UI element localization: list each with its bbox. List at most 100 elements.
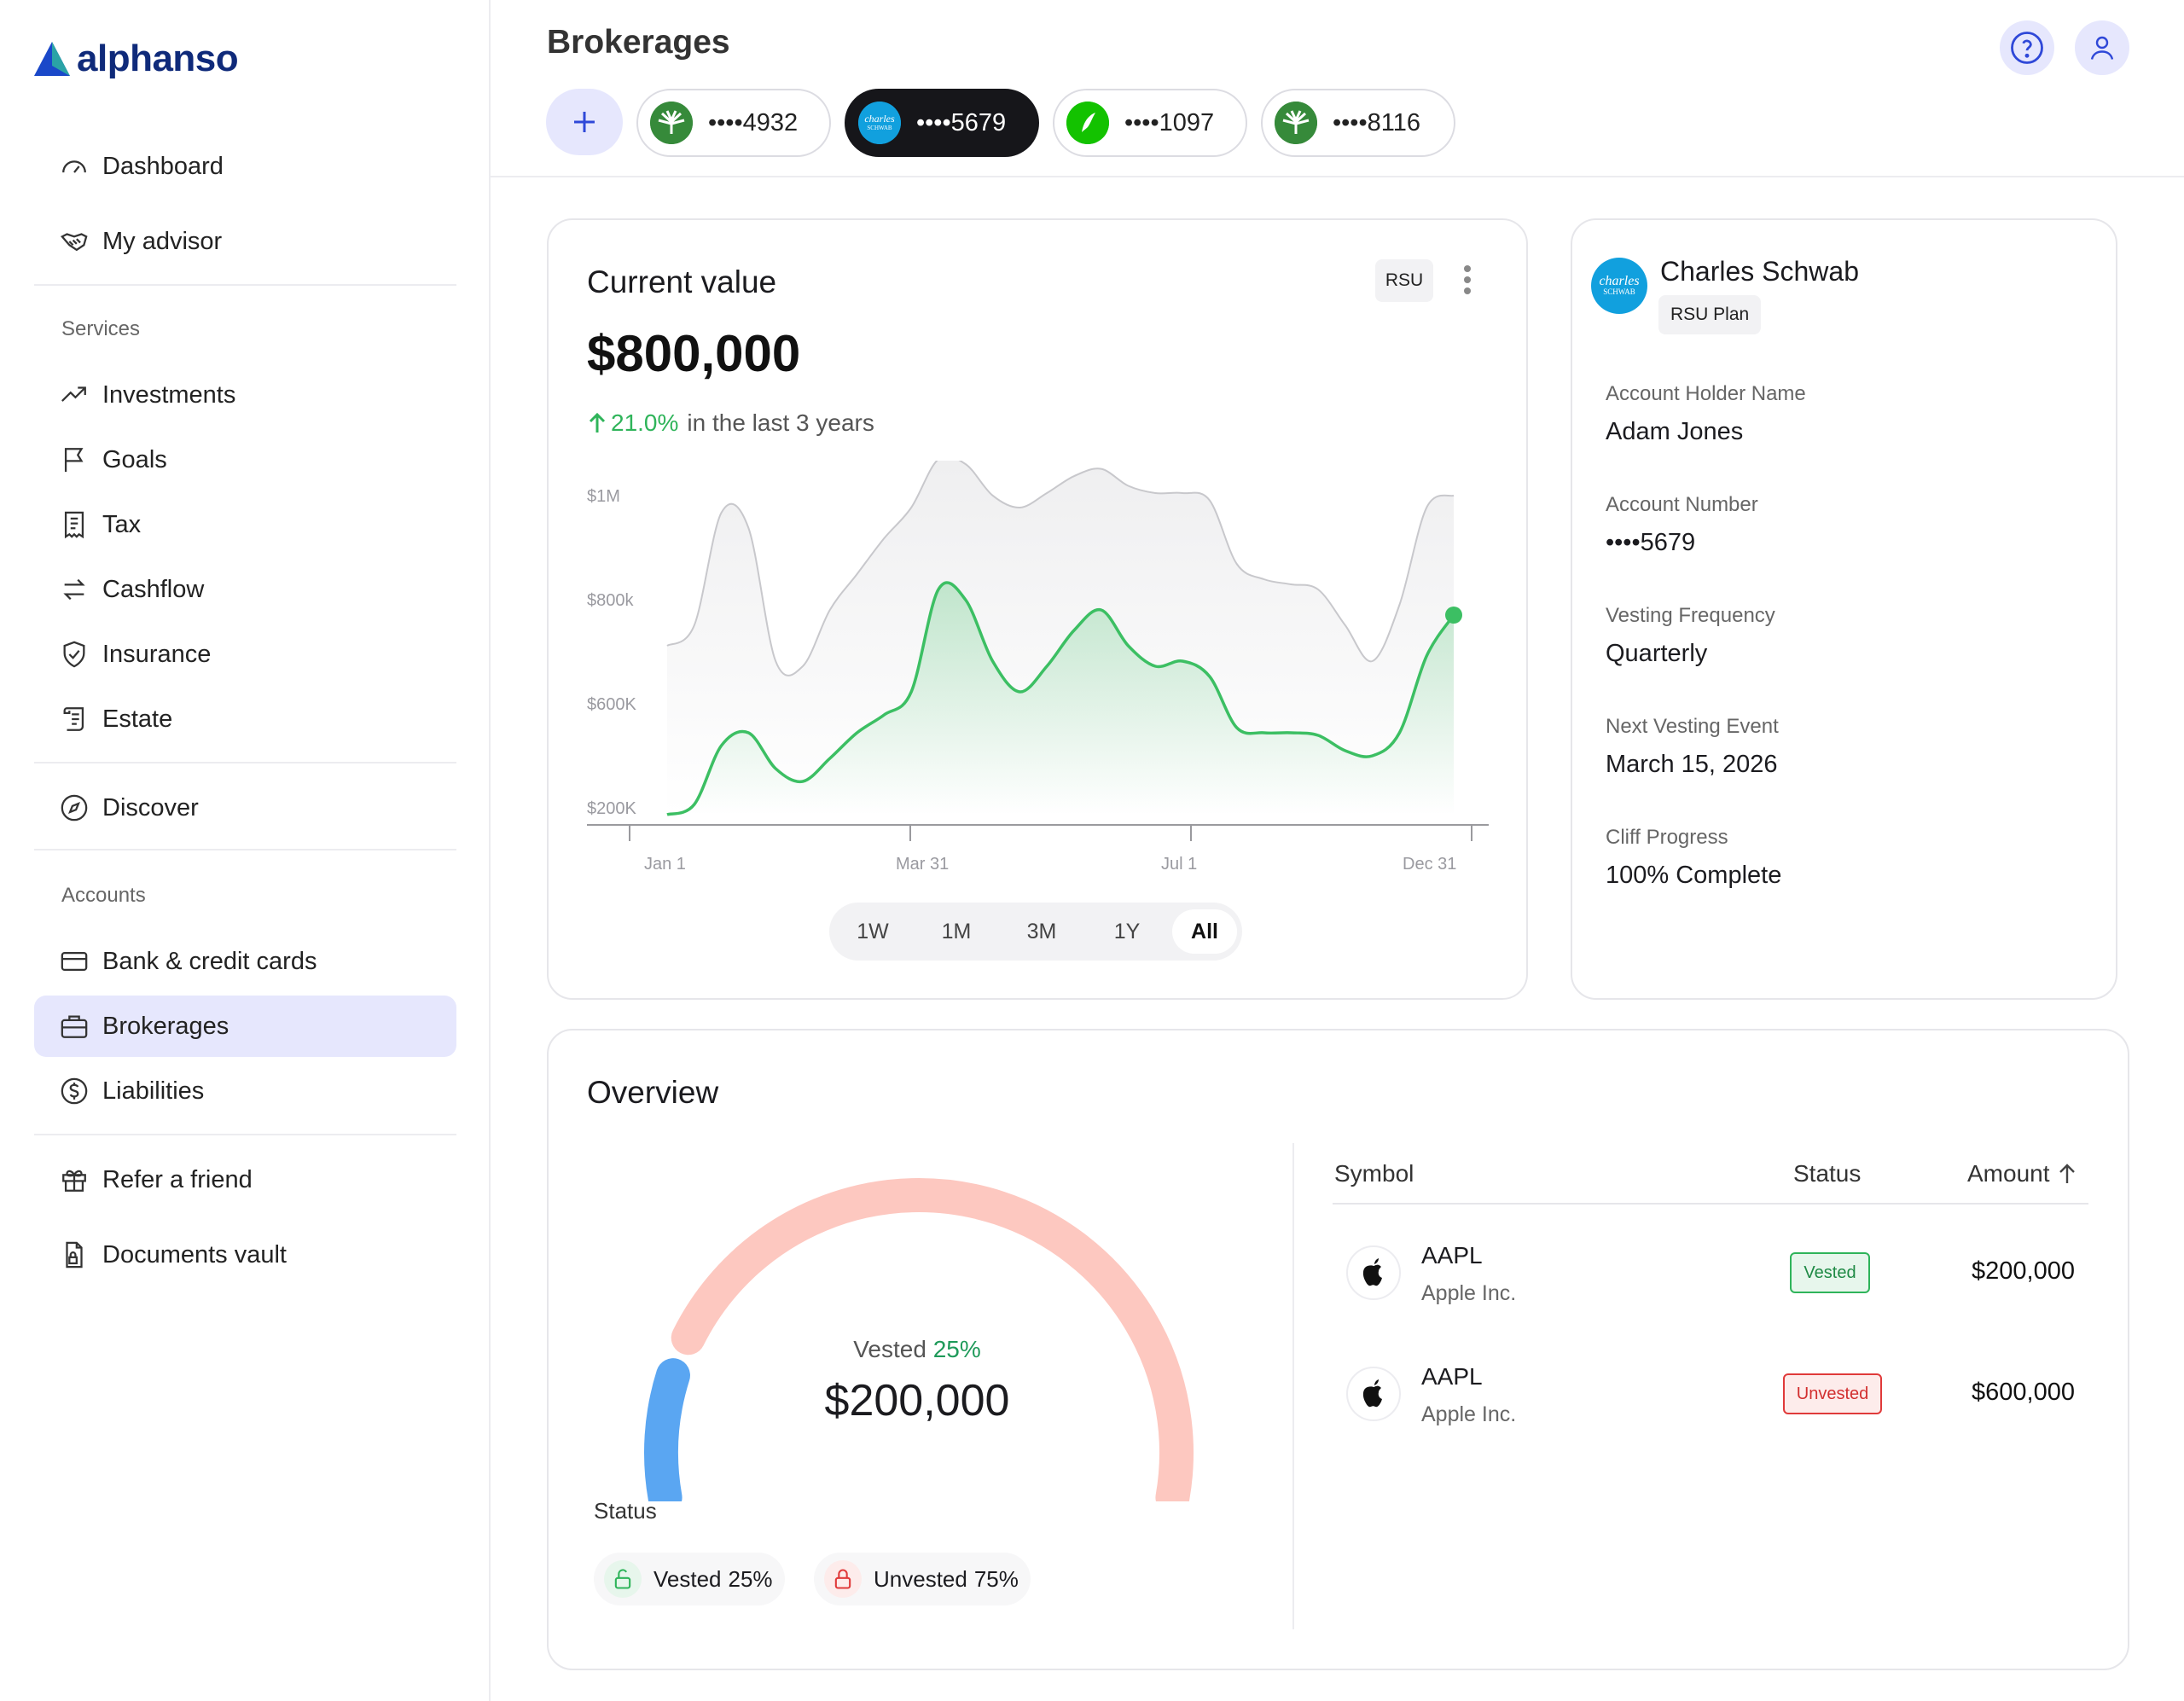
page-title: Brokerages bbox=[547, 24, 730, 61]
compass-icon bbox=[61, 794, 88, 821]
amount: $600,000 bbox=[1972, 1379, 2075, 1406]
series-end-point[interactable] bbox=[1445, 607, 1462, 624]
divider bbox=[34, 284, 456, 286]
sidebar-item-label: Liabilities bbox=[102, 1077, 205, 1105]
credit-card-icon bbox=[61, 951, 88, 972]
svg-text:SCHWAB: SCHWAB bbox=[1603, 287, 1635, 296]
logo[interactable]: alphanso bbox=[32, 38, 239, 80]
y-tick-label: $800k bbox=[587, 591, 634, 610]
field-label: Account Number bbox=[1606, 493, 1758, 516]
table-header-divider bbox=[1333, 1203, 2088, 1205]
sidebar-item-documents-vault[interactable]: Documents vault bbox=[34, 1224, 456, 1286]
robinhood-logo-icon bbox=[1066, 102, 1109, 144]
sidebar-item-label: Dashboard bbox=[102, 152, 224, 180]
fidelity-logo-icon bbox=[650, 102, 693, 144]
sidebar-item-refer-a-friend[interactable]: Refer a friend bbox=[34, 1149, 456, 1210]
svg-text:charles: charles bbox=[864, 113, 895, 125]
y-tick-label: $600K bbox=[587, 695, 636, 714]
vesting-gauge bbox=[644, 1178, 1194, 1501]
document-lock-icon bbox=[66, 1241, 83, 1268]
change-percent: 21.0% bbox=[611, 409, 679, 436]
divider bbox=[34, 762, 456, 763]
account-mask: ••••1097 bbox=[1124, 108, 1215, 136]
sidebar-item-brokerages[interactable]: Brokerages bbox=[34, 996, 456, 1057]
shield-icon bbox=[63, 641, 85, 668]
flag-icon bbox=[64, 448, 84, 473]
account-chip-selected[interactable]: charles SCHWAB ••••5679 bbox=[845, 89, 1039, 157]
sidebar-item-label: Bank & credit cards bbox=[102, 947, 317, 975]
arrows-swap-icon bbox=[63, 578, 85, 601]
account-chip[interactable]: ••••1097 bbox=[1053, 89, 1247, 157]
divider bbox=[34, 849, 456, 850]
dollar-circle-icon bbox=[61, 1077, 88, 1105]
logo-text: alphanso bbox=[77, 38, 239, 79]
x-tick-label: Mar 31 bbox=[896, 855, 949, 874]
card-title: Current value bbox=[587, 264, 777, 299]
range-selector: 1W 1M 3M 1Y All bbox=[829, 903, 1242, 961]
sidebar-item-label: Estate bbox=[102, 705, 173, 733]
x-tick-label: Jul 1 bbox=[1161, 855, 1197, 874]
range-tab-1y[interactable]: 1Y bbox=[1113, 919, 1141, 943]
sidebar-item-goals[interactable]: Goals bbox=[34, 429, 456, 491]
range-tab-3m[interactable]: 3M bbox=[1026, 919, 1057, 943]
overview-card bbox=[547, 1029, 2129, 1670]
sidebar-item-label: Investments bbox=[102, 380, 236, 409]
sidebar-item-cashflow[interactable]: Cashflow bbox=[34, 559, 456, 620]
table-header-symbol[interactable]: Symbol bbox=[1334, 1160, 1414, 1187]
sidebar-item-estate[interactable]: Estate bbox=[34, 688, 456, 750]
table-header-amount[interactable]: Amount bbox=[1967, 1160, 2077, 1187]
table-row[interactable]: AAPL Apple Inc. Vested $200,000 bbox=[1333, 1220, 2088, 1331]
plus-icon bbox=[574, 112, 595, 132]
table-row[interactable]: AAPL Apple Inc. Unvested $600,000 bbox=[1333, 1341, 2088, 1452]
schwab-logo-icon: charles SCHWAB bbox=[1591, 258, 1647, 314]
sidebar-item-dashboard[interactable]: Dashboard bbox=[34, 136, 456, 197]
overview-divider bbox=[1292, 1143, 1294, 1629]
account-details-card bbox=[1571, 218, 2117, 1000]
sidebar-item-label: Cashflow bbox=[102, 575, 205, 603]
sidebar-item-liabilities[interactable]: Liabilities bbox=[34, 1060, 456, 1122]
gauge-label-text: Vested bbox=[853, 1336, 926, 1362]
symbol: AAPL bbox=[1421, 1242, 1483, 1268]
company-name: Apple Inc. bbox=[1421, 1281, 1517, 1305]
add-account-button[interactable] bbox=[546, 89, 623, 155]
sidebar-item-discover[interactable]: Discover bbox=[34, 777, 456, 839]
range-tab-all[interactable]: All bbox=[1172, 909, 1237, 954]
kebab-menu-icon bbox=[1464, 265, 1471, 294]
account-mask: ••••4932 bbox=[708, 108, 799, 136]
overview-title: Overview bbox=[587, 1075, 719, 1110]
status-badge-unvested: Unvested bbox=[1783, 1373, 1882, 1414]
sidebar-item-label: Documents vault bbox=[102, 1240, 287, 1268]
field-label: Account Holder Name bbox=[1606, 382, 1806, 405]
table-header-status[interactable]: Status bbox=[1793, 1160, 1862, 1187]
range-tab-1w[interactable]: 1W bbox=[857, 919, 889, 943]
plan-tag: RSU Plan bbox=[1658, 295, 1762, 334]
change-suffix: in the last 3 years bbox=[687, 409, 874, 436]
x-tick-label: Jan 1 bbox=[644, 855, 686, 874]
account-chip[interactable]: ••••4932 bbox=[636, 89, 831, 157]
schwab-logo-icon: charles SCHWAB bbox=[858, 102, 901, 144]
legend-vested: Vested 25% bbox=[594, 1553, 785, 1605]
sidebar-item-my-advisor[interactable]: My advisor bbox=[34, 211, 456, 272]
more-options-button[interactable] bbox=[1454, 261, 1481, 299]
sidebar: alphanso Dashboard My advisor Services I… bbox=[0, 0, 491, 1701]
sidebar-item-insurance[interactable]: Insurance bbox=[34, 624, 456, 685]
sidebar-item-bank-credit-cards[interactable]: Bank & credit cards bbox=[34, 931, 456, 992]
lock-open-icon bbox=[604, 1560, 642, 1598]
svg-text:charles: charles bbox=[1599, 274, 1639, 288]
account-mask: ••••8116 bbox=[1333, 108, 1420, 136]
field-value: Quarterly bbox=[1606, 640, 1708, 667]
rsu-tag: RSU bbox=[1375, 259, 1433, 302]
sidebar-item-tax[interactable]: Tax bbox=[34, 494, 456, 555]
series-line-primary bbox=[666, 581, 1455, 816]
current-value-amount: $800,000 bbox=[587, 325, 801, 382]
field-value: March 15, 2026 bbox=[1606, 751, 1778, 778]
account-chip[interactable]: ••••8116 bbox=[1261, 89, 1455, 157]
range-tab-1m[interactable]: 1M bbox=[941, 919, 972, 943]
header-divider bbox=[491, 176, 2184, 177]
sidebar-item-label: Goals bbox=[102, 445, 167, 473]
help-button[interactable] bbox=[2000, 20, 2054, 75]
profile-button[interactable] bbox=[2075, 20, 2129, 75]
symbol: AAPL bbox=[1421, 1363, 1483, 1390]
user-icon bbox=[2090, 36, 2114, 60]
sidebar-item-investments[interactable]: Investments bbox=[34, 364, 456, 426]
